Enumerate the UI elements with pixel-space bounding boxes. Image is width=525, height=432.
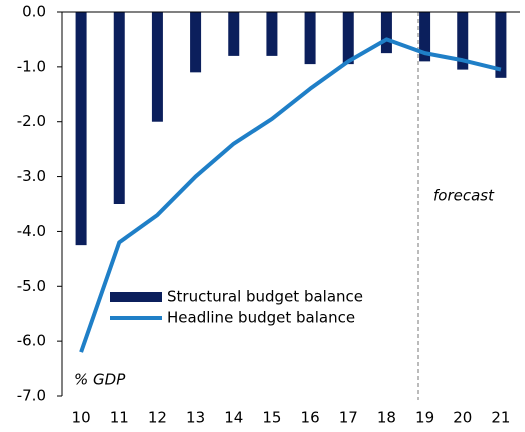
x-tick-label: 11	[110, 409, 129, 427]
x-tick-label: 21	[491, 409, 510, 427]
bar	[190, 12, 202, 73]
y-tick-label: -5.0	[17, 277, 46, 295]
x-tick-label: 17	[339, 409, 358, 427]
y-tick-label: -7.0	[17, 387, 46, 405]
line	[79, 37, 502, 353]
x-tick-label: 15	[262, 409, 281, 427]
bar	[151, 12, 163, 122]
y-tick-label: -2.0	[17, 112, 46, 130]
bar	[457, 12, 469, 70]
bar	[228, 12, 240, 56]
annotation: forecast	[433, 187, 495, 205]
bar	[304, 12, 316, 65]
legend-label: Headline budget balance	[167, 309, 355, 327]
y-tick-label: -3.0	[17, 167, 46, 185]
bar	[380, 12, 392, 54]
y-tick-label: -1.0	[17, 57, 46, 75]
x-tick-label: 16	[301, 409, 320, 427]
y-tick-label: -6.0	[17, 332, 46, 350]
bar	[419, 12, 431, 62]
x-tick-label: 13	[186, 409, 205, 427]
bar	[266, 12, 278, 56]
bar	[495, 12, 507, 78]
annotation: % GDP	[74, 371, 126, 389]
x-tick-label: 20	[453, 409, 472, 427]
bar	[342, 12, 354, 65]
x-tick-label: 19	[415, 409, 434, 427]
legend-swatch	[110, 292, 162, 302]
y-tick-label: -4.0	[17, 222, 46, 240]
bar	[113, 12, 125, 204]
x-tick-label: 10	[72, 409, 91, 427]
x-tick-label: 12	[148, 409, 167, 427]
y-tick-label: 0.0	[22, 3, 46, 21]
bar	[75, 12, 87, 246]
legend-label: Structural budget balance	[167, 288, 363, 306]
x-tick-label: 18	[377, 409, 396, 427]
x-tick-label: 14	[224, 409, 243, 427]
